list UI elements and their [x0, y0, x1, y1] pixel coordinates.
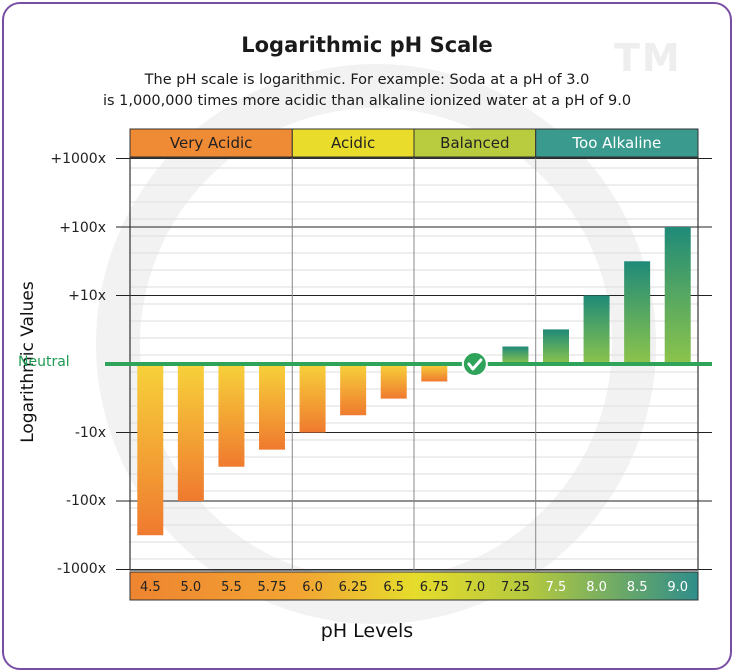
watermark-text: TM — [614, 36, 682, 80]
bar — [380, 364, 407, 399]
check-icon-circle — [461, 351, 488, 377]
x-tick-label: 6.75 — [420, 580, 449, 595]
x-axis-label: pH Levels — [320, 620, 414, 642]
bar — [177, 364, 204, 501]
category-band — [129, 571, 699, 601]
bar — [137, 364, 164, 536]
y-tick-label: +10x — [68, 288, 106, 304]
zone-header — [535, 128, 699, 158]
x-tick-label: 4.5 — [140, 580, 161, 595]
chart-subtitle: The pH scale is logarithmic. For example… — [0, 70, 734, 112]
x-tick-label: 7.5 — [546, 580, 567, 595]
zone-header-label: Balanced — [440, 134, 509, 152]
bar — [259, 364, 285, 450]
y-tick-label: +1000x — [50, 151, 106, 167]
x-tick-label: 7.25 — [501, 580, 530, 595]
x-tick-label: 5.75 — [258, 580, 287, 595]
y-tick-label: +100x — [59, 220, 106, 236]
zone-header-label: Too Alkaline — [571, 134, 661, 152]
bar — [340, 364, 367, 416]
zone-header — [291, 128, 415, 158]
bar — [543, 329, 569, 364]
x-tick-label: 6.0 — [302, 580, 323, 595]
x-tick-label: 6.5 — [383, 580, 404, 595]
zone-header — [129, 128, 293, 158]
x-tick-label: 8.0 — [586, 580, 607, 595]
x-tick-label: 5.0 — [181, 580, 202, 595]
zone-header-label: Very Acidic — [170, 134, 253, 152]
zone-header-label: Acidic — [331, 134, 375, 152]
x-tick-label: 6.25 — [339, 580, 368, 595]
bar — [583, 295, 610, 364]
y-tick-label: -100x — [65, 493, 106, 509]
subtitle-line-2: is 1,000,000 times more acidic than alka… — [102, 93, 632, 109]
y-tick-label: -1000x — [57, 561, 106, 577]
subtitle-line-1: The pH scale is logarithmic. For example… — [144, 72, 590, 88]
chart-title: Logarithmic pH Scale — [241, 33, 493, 57]
x-tick-label: 5.5 — [221, 580, 242, 595]
bar — [502, 346, 529, 364]
y-tick-label: -10x — [74, 425, 106, 441]
x-tick-label: 9.0 — [667, 580, 688, 595]
bar — [421, 364, 448, 382]
bar — [664, 227, 691, 364]
x-tick-label: 8.5 — [627, 580, 648, 595]
check-icon-mark — [467, 358, 483, 371]
bar — [624, 261, 651, 364]
bar — [218, 364, 245, 467]
check-icon — [461, 351, 488, 377]
bar — [299, 364, 326, 433]
neutral-label: Neutral — [18, 354, 70, 370]
x-tick-label: 7.0 — [465, 580, 486, 595]
